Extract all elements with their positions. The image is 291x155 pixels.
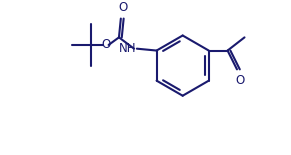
- Text: O: O: [101, 38, 110, 51]
- Text: O: O: [235, 74, 244, 87]
- Text: NH: NH: [118, 42, 136, 55]
- Text: O: O: [118, 1, 127, 14]
